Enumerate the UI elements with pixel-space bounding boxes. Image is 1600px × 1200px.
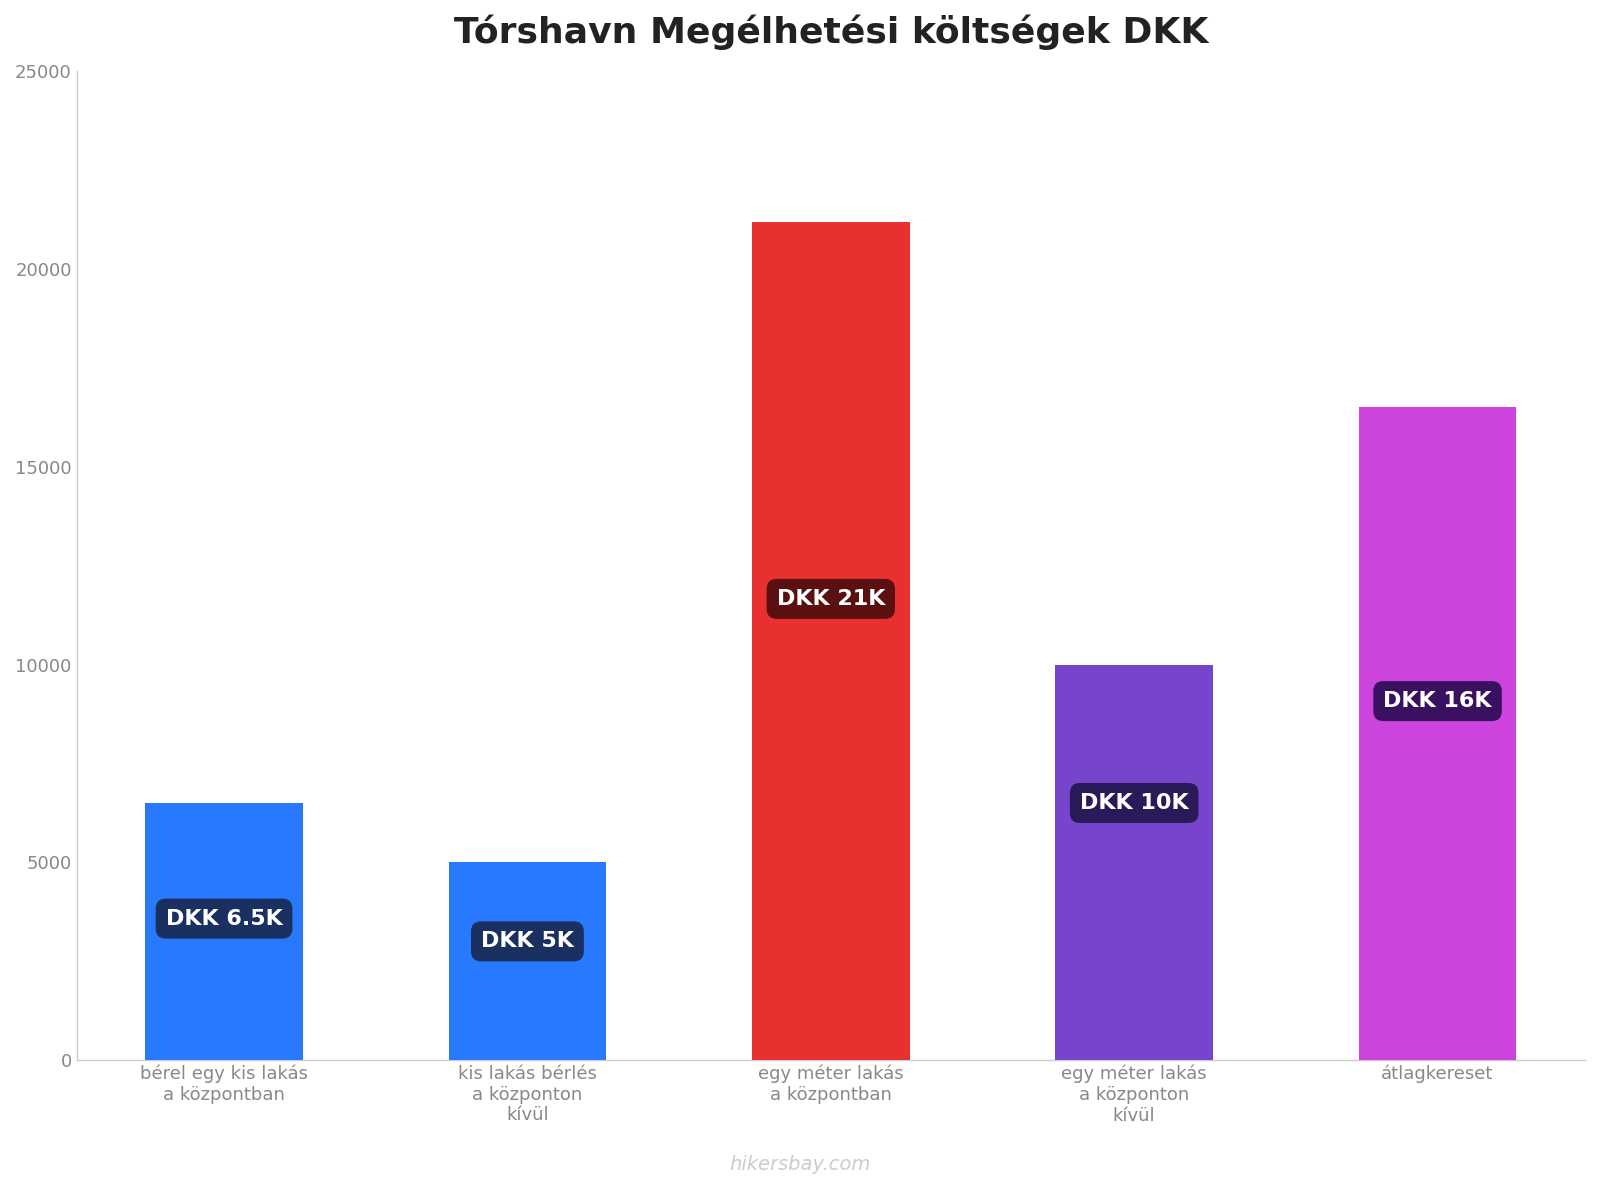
Bar [1056,665,1213,1060]
Text: DKK 6.5K: DKK 6.5K [166,908,283,929]
Text: hikersbay.com: hikersbay.com [730,1154,870,1174]
Bar [752,222,910,1060]
Bar [448,863,606,1060]
Text: DKK 21K: DKK 21K [776,589,885,608]
Title: Tórshavn Megélhetési költségek DKK: Tórshavn Megélhetési költségek DKK [454,14,1208,50]
Text: DKK 5K: DKK 5K [482,931,574,952]
Text: DKK 16K: DKK 16K [1384,691,1491,712]
Bar [146,803,302,1060]
Text: DKK 10K: DKK 10K [1080,793,1189,812]
Bar [1358,408,1517,1060]
